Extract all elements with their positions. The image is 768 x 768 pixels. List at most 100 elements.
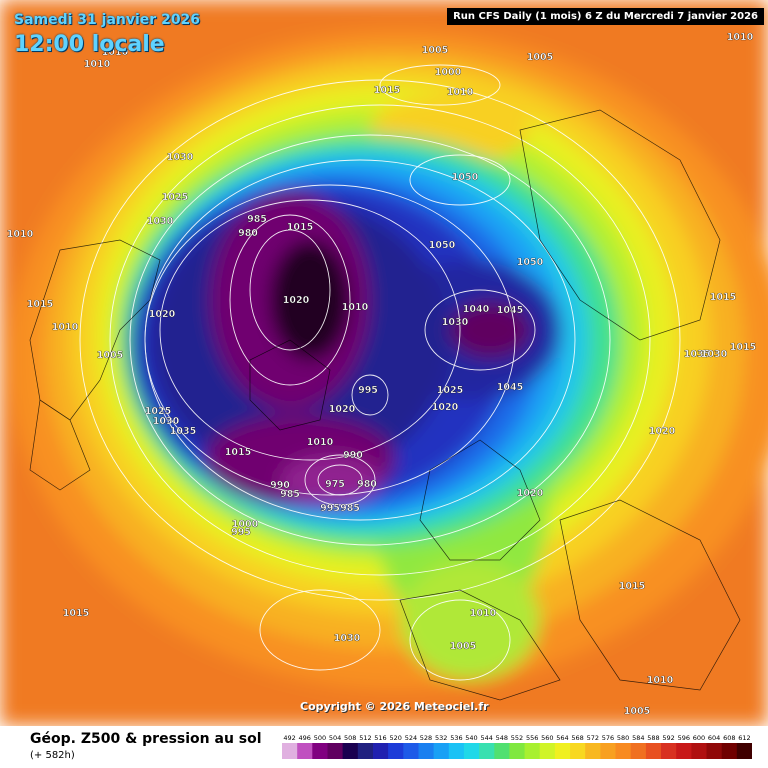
isobar-pressure-label: 1005 [97,350,123,361]
isobar-pressure-label: 1005 [422,45,448,56]
isobar-pressure-label: 1045 [497,305,523,316]
forecast-date: Samedi 31 janvier 2026 [14,12,201,28]
scale-tick-label: 492 [283,734,295,742]
isobar-pressure-label: 1020 [432,402,459,413]
isobar-pressure-label: 1025 [145,406,171,417]
scale-swatch [691,743,708,759]
isobar-pressure-label: 1030 [153,416,180,427]
scale-tick-label: 560 [541,734,553,742]
scale-swatch [282,743,298,759]
run-info-banner: Run CFS Daily (1 mois) 6 Z du Mercredi 7… [447,8,764,25]
isobar-pressure-label: 980 [357,479,377,490]
scale-swatch [357,743,374,759]
isobar-pressure-label: 1015 [225,447,251,458]
isobar-pressure-label: 1010 [307,437,334,448]
isobar-pressure-label: 990 [343,450,363,461]
isobar-pressure-label: 1015 [730,342,756,353]
scale-swatch [373,743,389,759]
isobar-pressure-label: 990 [270,480,290,491]
isobar-pressure-label: 1030 [167,152,194,163]
isobar-pressure-label: 1050 [517,257,544,268]
scale-swatch [676,743,692,759]
isobar-pressure-label: 1030 [334,633,361,644]
isobar-pressure-label: 1010 [647,675,674,686]
scale-swatch [585,743,601,759]
scale-swatch [630,743,647,759]
scale-tick-label: 592 [662,734,674,742]
scale-tick-label: 588 [647,734,659,742]
scale-swatch [600,743,617,759]
isobar-pressure-label: 1025 [437,385,463,396]
isobar-pressure-label: 995 [231,527,251,538]
isobar-pressure-label: 1015 [374,85,400,96]
isobar-pressure-label: 1000 [435,67,462,78]
scale-tick-label: 544 [480,734,492,742]
isobar-pressure-label: 1005 [450,641,476,652]
scale-tick-label: 520 [389,734,401,742]
isobar-pressure-label: 1010 [342,302,369,313]
scale-tick-label: 532 [435,734,447,742]
scale-tick-label: 596 [678,734,690,742]
scale-swatch [509,743,526,759]
isobar-pressure-label: 1015 [63,608,89,619]
isobar-pressure-label: 1025 [162,192,188,203]
isobar-pressure-label: 1010 [7,229,34,240]
scale-swatch [645,743,662,759]
scale-tick-label: 568 [571,734,583,742]
forecast-time: 12:00 locale [14,32,165,57]
scale-swatch [554,743,571,759]
scale-tick-label: 540 [465,734,477,742]
isobar-pressure-label: 995 [358,385,378,396]
scale-tick-label: 524 [405,734,417,742]
isobar-pressure-label: 985 [247,214,267,225]
isobar-pressure-label: 1020 [329,404,356,415]
isobar-pressure-label: 1030 [701,349,728,360]
scale-swatch [736,743,752,759]
scale-tick-label: 536 [450,734,462,742]
scale-swatch [706,743,723,759]
scale-tick-label: 496 [298,734,310,742]
isobar-pressure-label: 1020 [149,309,176,320]
isobar-pressure-label: 1035 [684,349,710,360]
scale-tick-label: 600 [693,734,705,742]
scale-tick-label: 564 [556,734,568,742]
scale-swatch [433,743,450,759]
scale-swatch [479,743,495,759]
scale-tick-label: 548 [496,734,508,742]
scale-swatch [297,743,313,759]
scale-swatch [388,743,404,759]
scale-swatch [448,743,465,759]
scale-tick-label: 528 [420,734,432,742]
isobar-pressure-label: 1010 [52,322,79,333]
scale-tick-label: 572 [587,734,599,742]
legend-footer: Géop. Z500 & pression au sol (+ 582h) 49… [0,726,768,768]
scale-tick-label: 504 [329,734,341,742]
copyright-text: Copyright © 2026 Meteociel.fr [300,700,489,713]
scale-tick-label: 500 [314,734,326,742]
isobar-pressure-label: 1020 [517,488,544,499]
isobar-pressure-label: 1010 [102,47,129,58]
isobar-pressure-label: 1005 [624,706,650,717]
scale-swatch [342,743,359,759]
isobar-pressure-label: 1020 [649,426,676,437]
scale-swatch [403,743,419,759]
color-scale: 492 496 500 504 508 512 516 520 524 528 532 536 540 5… [282,734,752,759]
isobar-pressure-label: 1045 [497,382,523,393]
scale-swatch [312,743,328,759]
isobar-pressure-label: 1010 [447,87,474,98]
scale-tick-label: 516 [374,734,386,742]
scale-swatch [570,743,586,759]
isobar-pressure-label: 1000 [232,519,259,530]
isobar-pressure-label: 1010 [727,32,754,43]
scale-tick-label: 552 [511,734,523,742]
scale-swatch [463,743,480,759]
isobar-pressure-label: 1050 [429,240,456,251]
legend-title: Géop. Z500 & pression au sol [30,731,262,747]
scale-swatch [494,743,510,759]
isobar-pressure-label: 1050 [452,172,479,183]
scale-swatch [615,743,632,759]
isobar-pressure-label: 1035 [170,426,196,437]
scale-swatch [524,743,541,759]
scale-tick-label: 584 [632,734,644,742]
